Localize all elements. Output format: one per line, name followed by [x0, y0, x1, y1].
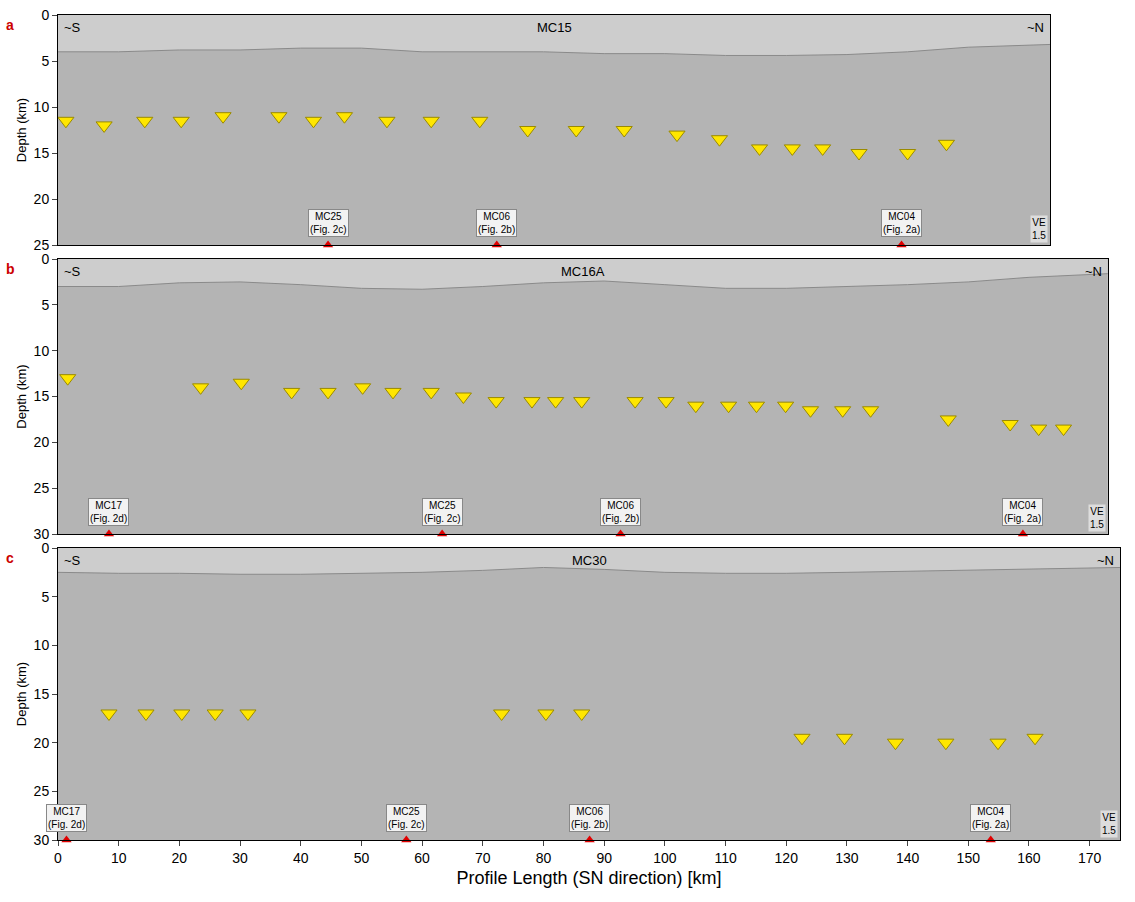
svg-text:~N: ~N [1027, 20, 1044, 35]
svg-text:Depth (km): Depth (km) [14, 364, 29, 428]
svg-text:25: 25 [34, 480, 50, 496]
svg-text:MC25(Fig. 2c): MC25(Fig. 2c) [388, 806, 425, 830]
svg-text:20: 20 [34, 191, 50, 207]
svg-text:MC30: MC30 [572, 553, 607, 568]
svg-text:~S: ~S [64, 553, 81, 568]
svg-text:5: 5 [41, 297, 49, 313]
svg-text:15: 15 [34, 145, 50, 161]
svg-text:25: 25 [34, 237, 50, 253]
svg-text:30: 30 [34, 832, 50, 848]
svg-text:120: 120 [775, 850, 799, 866]
svg-text:~S: ~S [64, 264, 81, 279]
svg-text:MC06(Fig. 2b): MC06(Fig. 2b) [571, 806, 608, 830]
svg-text:30: 30 [232, 850, 248, 866]
svg-text:100: 100 [653, 850, 677, 866]
svg-text:10: 10 [34, 637, 50, 653]
svg-text:20: 20 [34, 735, 50, 751]
svg-text:Depth (km): Depth (km) [14, 98, 29, 162]
svg-text:MC06(Fig. 2b): MC06(Fig. 2b) [602, 500, 639, 524]
svg-text:~N: ~N [1085, 264, 1102, 279]
svg-text:MC04(Fig. 2a): MC04(Fig. 2a) [883, 211, 920, 235]
svg-text:MC06(Fig. 2b): MC06(Fig. 2b) [478, 211, 515, 235]
svg-text:170: 170 [1078, 850, 1102, 866]
svg-text:10: 10 [34, 343, 50, 359]
svg-text:140: 140 [896, 850, 920, 866]
svg-text:70: 70 [475, 850, 491, 866]
svg-text:VE1.5: VE1.5 [1090, 506, 1104, 530]
svg-text:130: 130 [835, 850, 859, 866]
svg-text:MC16A: MC16A [561, 264, 605, 279]
svg-text:20: 20 [34, 434, 50, 450]
svg-text:Profile Length (SN direction): Profile Length (SN direction) [km] [456, 868, 721, 888]
svg-text:~S: ~S [64, 20, 81, 35]
svg-text:MC25(Fig. 2c): MC25(Fig. 2c) [424, 500, 461, 524]
svg-text:0: 0 [54, 850, 62, 866]
svg-text:15: 15 [34, 686, 50, 702]
svg-text:50: 50 [354, 850, 370, 866]
svg-text:60: 60 [414, 850, 430, 866]
svg-text:MC25(Fig. 2c): MC25(Fig. 2c) [310, 211, 347, 235]
svg-text:10: 10 [34, 99, 50, 115]
svg-text:15: 15 [34, 388, 50, 404]
svg-text:Depth (km): Depth (km) [14, 662, 29, 726]
svg-text:5: 5 [41, 589, 49, 605]
svg-text:MC15: MC15 [537, 20, 572, 35]
svg-text:c: c [6, 550, 14, 566]
svg-text:30: 30 [34, 526, 50, 542]
svg-text:VE1.5: VE1.5 [1032, 217, 1046, 241]
svg-text:~N: ~N [1097, 553, 1114, 568]
svg-text:20: 20 [172, 850, 188, 866]
svg-text:0: 0 [41, 7, 49, 23]
svg-text:80: 80 [536, 850, 552, 866]
svg-text:10: 10 [111, 850, 127, 866]
svg-text:150: 150 [957, 850, 981, 866]
svg-text:0: 0 [41, 540, 49, 556]
svg-text:40: 40 [293, 850, 309, 866]
svg-text:a: a [6, 17, 14, 33]
svg-text:MC17(Fig. 2d): MC17(Fig. 2d) [90, 500, 127, 524]
svg-text:MC04(Fig. 2a): MC04(Fig. 2a) [972, 806, 1009, 830]
svg-text:90: 90 [596, 850, 612, 866]
svg-text:25: 25 [34, 783, 50, 799]
svg-text:0: 0 [41, 251, 49, 267]
svg-text:5: 5 [41, 53, 49, 69]
svg-text:MC17(Fig. 2d): MC17(Fig. 2d) [48, 806, 85, 830]
svg-text:160: 160 [1017, 850, 1041, 866]
svg-text:MC04(Fig. 2a): MC04(Fig. 2a) [1004, 500, 1041, 524]
svg-text:b: b [6, 261, 15, 277]
svg-text:VE1.5: VE1.5 [1102, 812, 1116, 836]
svg-text:110: 110 [714, 850, 737, 866]
